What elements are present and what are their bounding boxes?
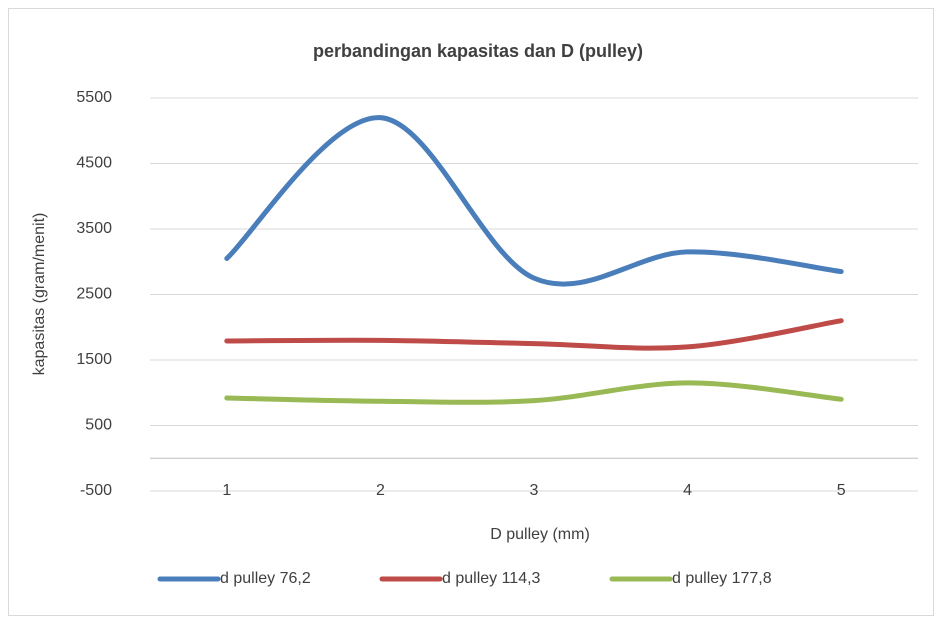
legend-label: d pulley 177,8: [672, 570, 772, 587]
y-tick-label: 2500: [76, 286, 112, 303]
x-tick-label: 1: [222, 482, 231, 499]
chart-border: [8, 8, 934, 616]
chart-title: perbandingan kapasitas dan D (pulley): [313, 41, 643, 61]
y-tick-label: 3500: [76, 220, 112, 237]
y-tick-label: 1500: [76, 351, 112, 368]
series-line: [224, 318, 844, 351]
series-line: [224, 115, 844, 287]
series-line: [224, 380, 844, 405]
legend-label: d pulley 114,3: [442, 570, 541, 587]
legend-label: d pulley 76,2: [220, 570, 311, 587]
y-tick-label: -500: [80, 482, 112, 499]
x-tick-label: 2: [376, 482, 385, 499]
y-tick-label: 500: [85, 417, 112, 434]
x-tick-label: 3: [530, 482, 539, 499]
y-tick-label: 5500: [76, 89, 112, 106]
x-tick-label: 5: [837, 482, 846, 499]
y-axis-title: kapasitas (gram/menit): [31, 213, 48, 376]
x-tick-label: 4: [683, 482, 692, 499]
x-axis-title: D pulley (mm): [490, 526, 590, 543]
y-tick-label: 4500: [76, 155, 112, 172]
